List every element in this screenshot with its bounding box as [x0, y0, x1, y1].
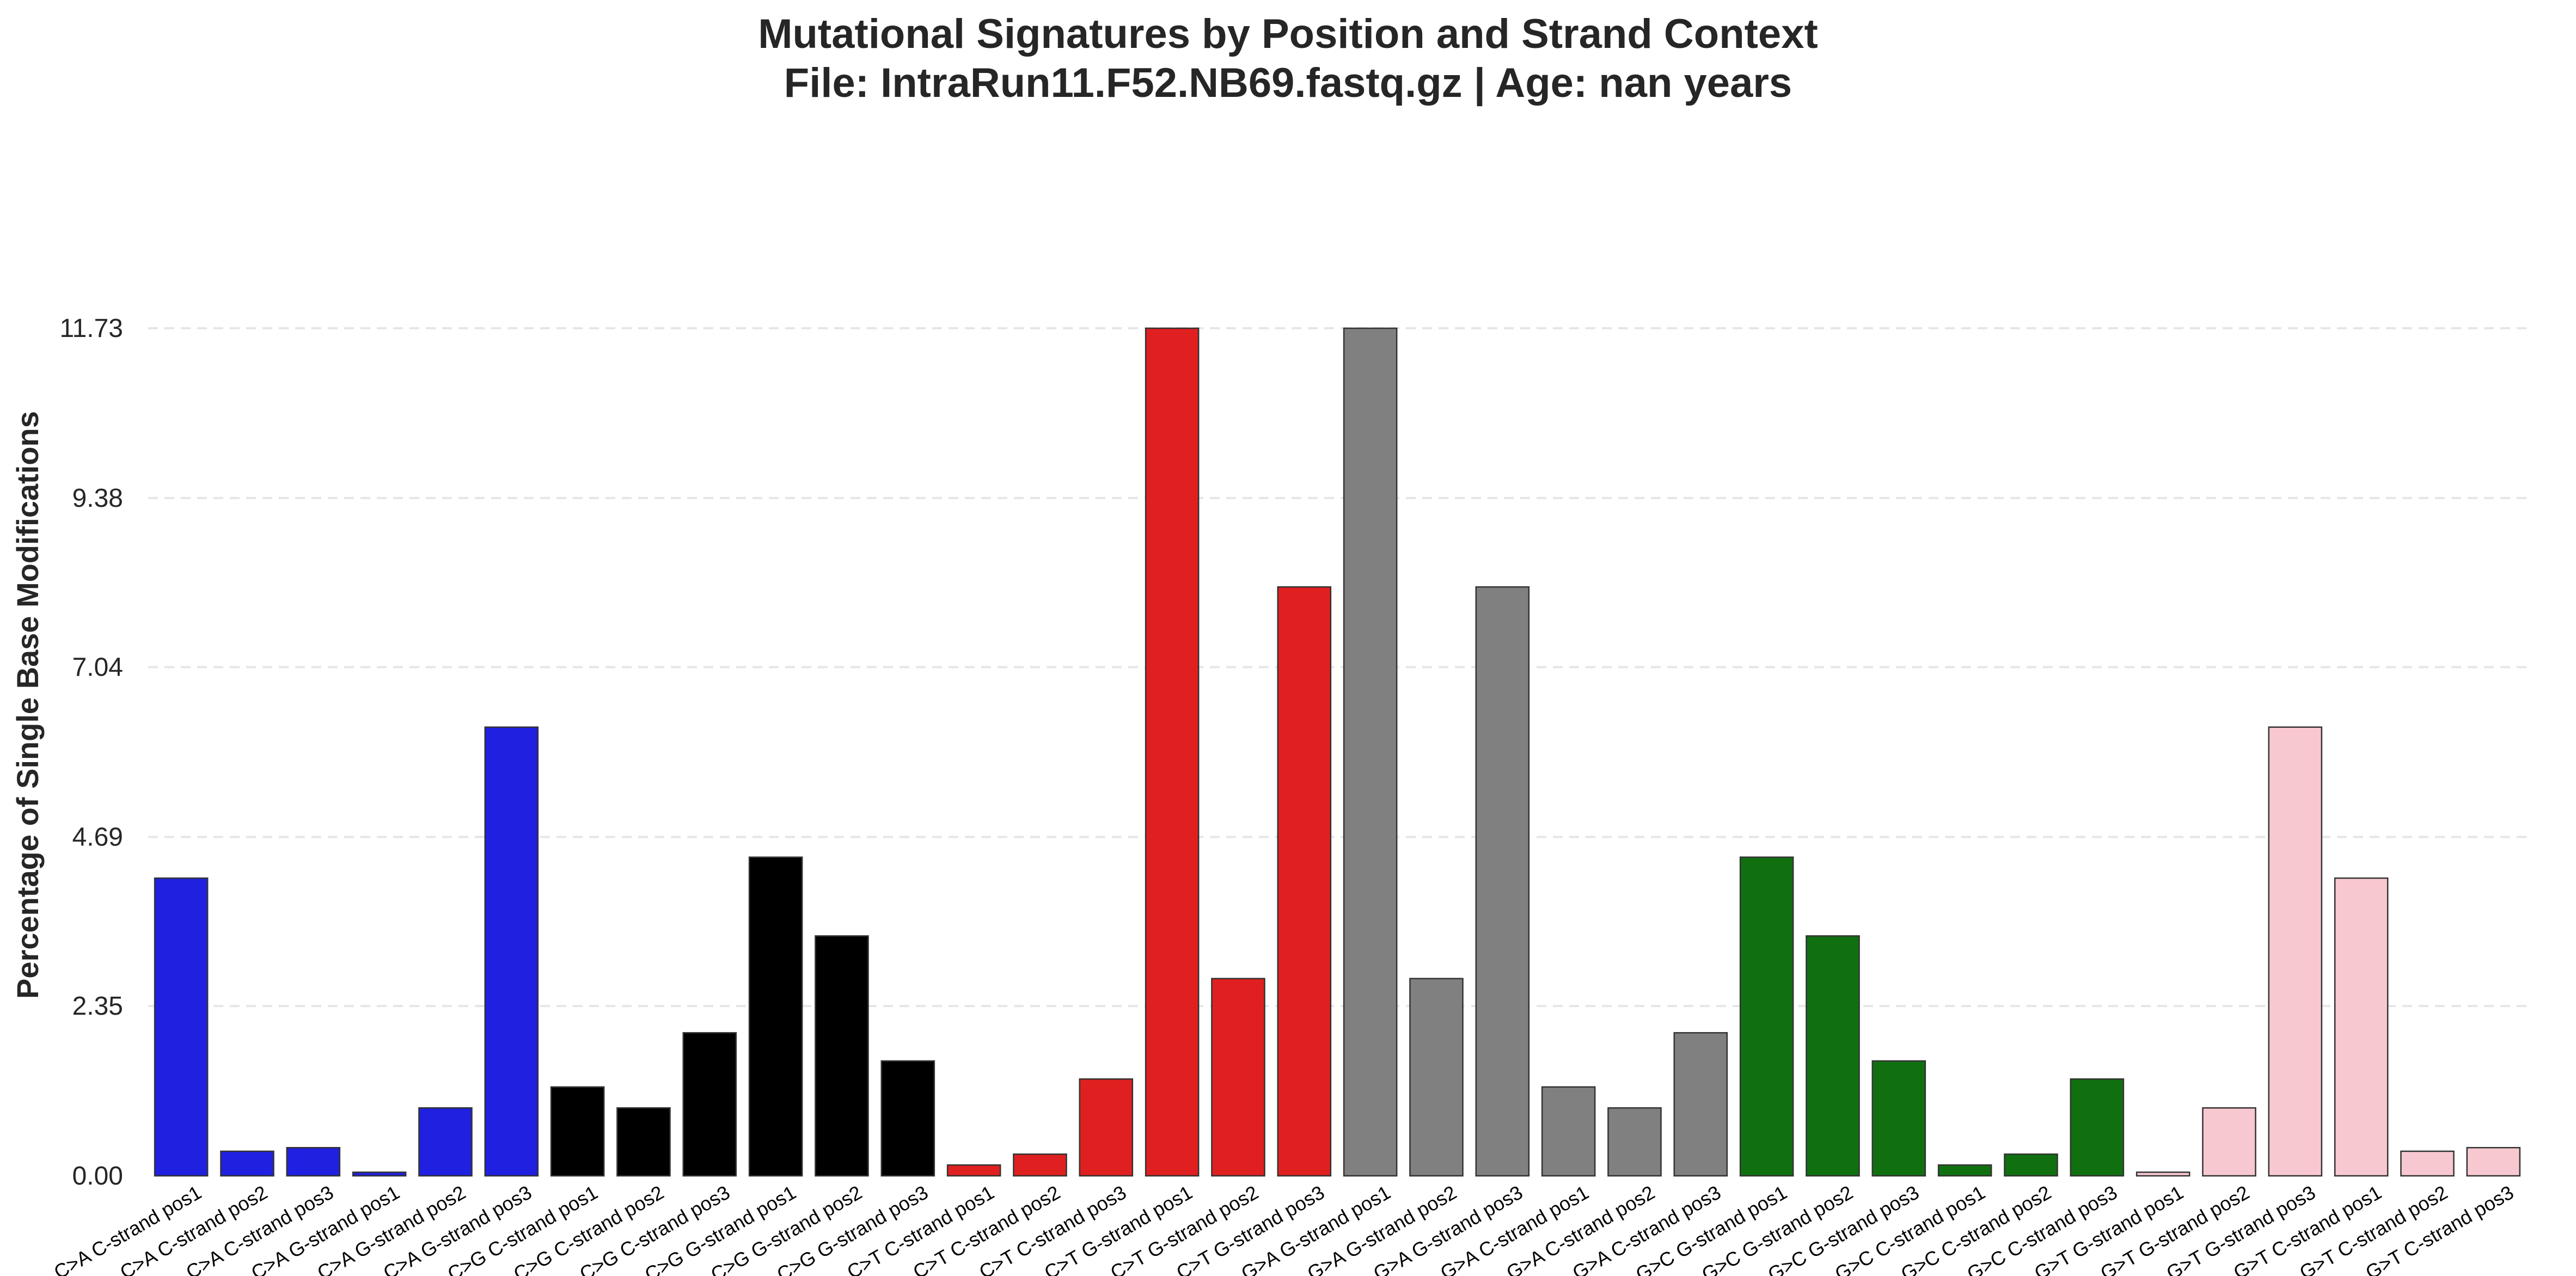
y-axis-ticks: 0.00 2.35 4.69 7.04 9.38 11.73 [59, 314, 123, 1191]
y-tick-label: 2.35 [72, 992, 123, 1021]
bar [2004, 1153, 2058, 1177]
y-axis-label: Percentage of Single Base Modifications [10, 411, 45, 999]
bar [748, 856, 803, 1177]
y-tick-label: 11.73 [59, 314, 123, 343]
bar [1211, 978, 1265, 1177]
bar [1739, 856, 1794, 1177]
bar [880, 1060, 935, 1177]
bar [1079, 1078, 1134, 1177]
bar [2268, 726, 2323, 1177]
bar [1806, 935, 1860, 1177]
bars [154, 327, 2521, 1177]
bar [220, 1150, 274, 1177]
bar [2400, 1150, 2455, 1177]
bar [286, 1146, 341, 1177]
bar [1871, 1060, 1926, 1177]
bar [1541, 1086, 1596, 1177]
y-tick-label: 0.00 [72, 1162, 123, 1191]
bar [946, 1164, 1001, 1177]
bar [2202, 1107, 2256, 1177]
bar [2070, 1078, 2125, 1177]
bar [1673, 1032, 1728, 1177]
bar [2136, 1171, 2190, 1177]
bar [2466, 1146, 2521, 1177]
chart-title: Mutational Signatures by Position and St… [0, 10, 2576, 108]
chart-title-line-2: File: IntraRun11.F52.NB69.fastq.gz | Age… [784, 60, 1792, 106]
bar [154, 877, 209, 1177]
gridlines [148, 327, 2526, 1008]
y-tick-label: 7.04 [72, 653, 123, 682]
bar [1409, 978, 1464, 1177]
bar [815, 935, 869, 1177]
bar [1937, 1164, 1992, 1177]
bar [484, 726, 539, 1177]
bar [616, 1107, 671, 1177]
bar [2334, 877, 2389, 1177]
y-tick-label: 9.38 [72, 484, 123, 513]
bar [682, 1032, 737, 1177]
bar [1607, 1107, 1662, 1177]
chart-title-line-1: Mutational Signatures by Position and St… [758, 11, 1818, 57]
bar [352, 1171, 407, 1177]
bar [418, 1107, 473, 1177]
bar [1145, 327, 1200, 1177]
bar [550, 1086, 605, 1177]
y-tick-label: 4.69 [72, 823, 123, 851]
bar [1475, 586, 1530, 1177]
bar [1013, 1153, 1067, 1177]
bar [1343, 327, 1398, 1177]
bar [1277, 586, 1332, 1177]
